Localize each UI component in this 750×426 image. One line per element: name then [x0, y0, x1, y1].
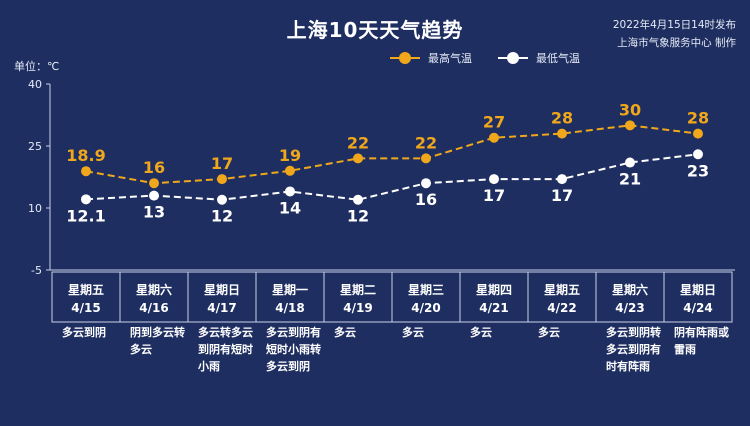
low-temp-point: [489, 174, 499, 185]
low-temp-point: [557, 174, 567, 185]
low-temp-point: [149, 190, 159, 201]
publish-time: 2022年4月15日14时发布: [612, 19, 736, 31]
legend-item-low: 最低气温: [498, 50, 580, 66]
weekday-label: 星期日: [679, 283, 716, 297]
low-temp-point: [421, 178, 431, 189]
date-label: 4/22: [547, 301, 577, 315]
low-temp-label: 14: [279, 198, 301, 217]
high-temp-label: 18.9: [66, 146, 105, 165]
high-temp-label: 22: [415, 133, 437, 152]
low-temp-label: 13: [143, 203, 165, 222]
low-temp-label: 12: [347, 207, 369, 226]
low-temp-label: 17: [551, 186, 573, 205]
high-temp-point: [557, 128, 567, 139]
weather-description: 多云: [470, 326, 492, 339]
low-temp-point: [81, 194, 91, 205]
high-temp-point: [693, 128, 703, 139]
high-temp-point: [625, 120, 635, 131]
low-temp-point: [353, 194, 363, 205]
high-temp-label: 19: [279, 146, 301, 165]
high-temp-point: [81, 166, 91, 177]
weather-description: 多云到阴转多云到阴有时有阵雨: [606, 326, 661, 373]
weather-description: 多云到阴有短时小雨转多云到阴: [266, 326, 321, 373]
high-temp-point: [489, 132, 499, 143]
high-temp-point: [353, 153, 363, 164]
low-temp-label: 12: [211, 207, 233, 226]
low-temp-point: [625, 157, 635, 168]
weather-description: 阴有阵雨或雷雨: [674, 326, 729, 356]
weather-description: 多云: [538, 326, 560, 339]
weather-description: 阴到多云转多云: [130, 326, 185, 356]
date-label: 4/20: [411, 301, 441, 315]
weekday-label: 星期日: [203, 283, 240, 297]
legend-label-low: 最低气温: [536, 52, 580, 65]
chart-title: 上海10天天气趋势: [286, 18, 464, 42]
weather-description: 多云到阴: [62, 326, 106, 339]
low-temp-point: [285, 186, 295, 197]
weather-description: 多云: [402, 326, 424, 339]
unit-label: 单位：℃: [14, 60, 60, 73]
high-temp-label: 27: [483, 113, 505, 132]
low-temp-label: 12.1: [66, 206, 105, 225]
low-temp-label: 23: [687, 161, 709, 180]
date-label: 4/21: [479, 301, 509, 315]
date-label: 4/15: [71, 301, 101, 315]
legend-swatch-high: [390, 52, 420, 64]
high-temp-point: [421, 153, 431, 164]
publish-info: 2022年4月15日14时发布 上海市气象服务中心 制作: [613, 16, 736, 52]
high-temp-line: [85, 124, 699, 185]
high-temp-point: [149, 178, 159, 189]
weekday-label: 星期六: [611, 283, 648, 297]
y-tick-label: 25: [28, 140, 42, 153]
high-temp-label: 17: [211, 154, 233, 173]
low-temp-label: 17: [483, 186, 505, 205]
high-temp-label: 16: [143, 158, 165, 177]
weekday-label: 星期六: [135, 283, 172, 297]
high-temp-label: 28: [687, 109, 709, 128]
high-temp-point: [217, 174, 227, 185]
weather-description: 多云: [334, 326, 356, 339]
date-label: 4/18: [275, 301, 305, 315]
weekday-label: 星期五: [543, 283, 580, 297]
weekday-label: 星期一: [271, 283, 308, 297]
low-temp-label: 16: [415, 190, 437, 209]
legend-item-high: 最高气温: [390, 50, 472, 66]
date-label: 4/23: [615, 301, 645, 315]
high-temp-point: [285, 165, 295, 176]
high-temp-label: 28: [551, 109, 573, 128]
y-tick-label: -5: [31, 264, 42, 277]
legend-swatch-low: [498, 52, 528, 64]
producer: 上海市气象服务中心 制作: [617, 37, 736, 49]
low-temp-point: [217, 194, 227, 205]
weather-description: 多云转多云到阴有短时小雨: [198, 326, 253, 373]
weekday-label: 星期五: [67, 283, 104, 297]
legend: 最高气温 最低气温: [390, 50, 580, 66]
weekday-label: 星期四: [475, 283, 512, 297]
low-temp-point: [693, 149, 703, 160]
legend-label-high: 最高气温: [428, 52, 472, 65]
low-temp-line: [85, 153, 699, 201]
y-tick-label: 10: [28, 202, 42, 215]
weekday-label: 星期二: [339, 283, 376, 297]
date-label: 4/24: [683, 301, 713, 315]
high-temp-label: 30: [619, 100, 641, 119]
high-temp-label: 22: [347, 133, 369, 152]
date-label: 4/16: [139, 301, 169, 315]
low-temp-label: 21: [619, 170, 641, 189]
date-label: 4/17: [207, 301, 237, 315]
weekday-label: 星期三: [407, 283, 444, 297]
date-label: 4/19: [343, 301, 373, 315]
y-tick-label: 40: [28, 78, 42, 91]
